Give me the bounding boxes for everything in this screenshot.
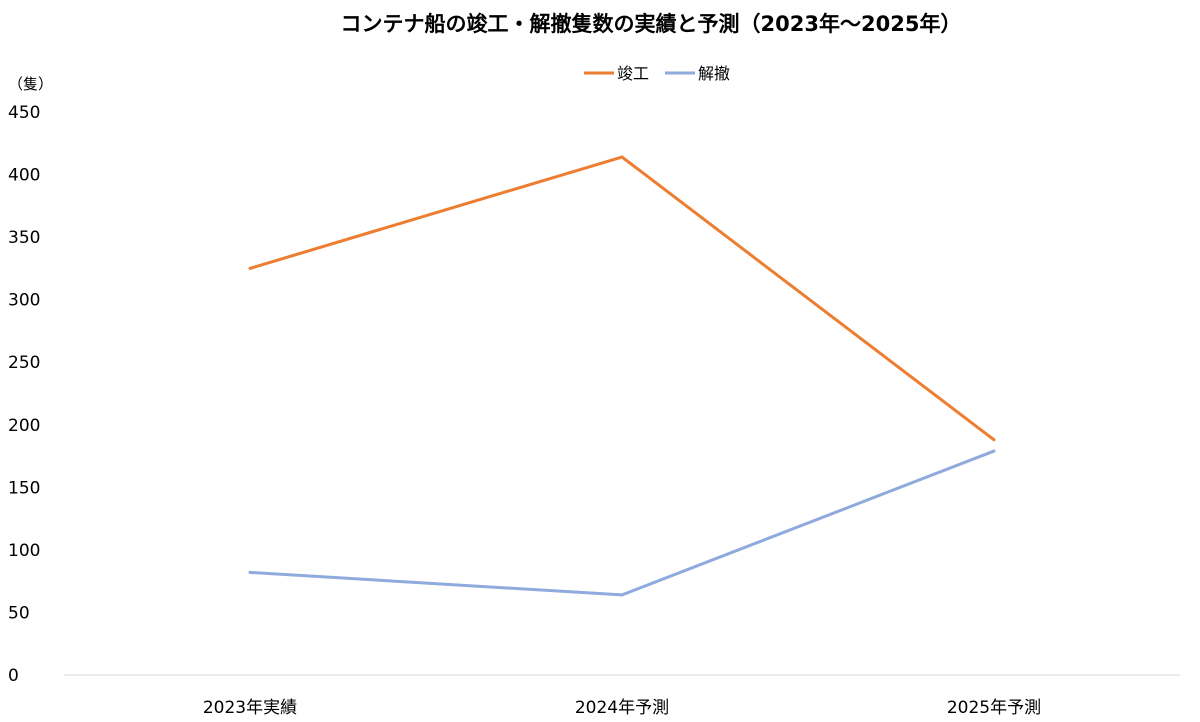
- x-tick-label: 2025年予測: [947, 698, 1041, 718]
- y-tick-label: 200: [8, 416, 40, 436]
- x-tick-label: 2023年実績: [203, 698, 297, 718]
- y-tick-label: 350: [8, 228, 40, 248]
- legend-label: 解撤: [698, 64, 730, 83]
- data-point: [248, 570, 252, 574]
- y-tick-label: 100: [8, 541, 40, 561]
- y-tick-label: 150: [8, 478, 40, 498]
- y-tick-label: 450: [8, 103, 40, 123]
- chart-title: コンテナ船の竣工・解撤隻数の実績と予測（2023年～2025年）: [341, 12, 962, 36]
- y-tick-label: 300: [8, 291, 40, 311]
- x-tick-label: 2024年予測: [575, 698, 669, 718]
- y-tick-label: 250: [8, 353, 40, 373]
- data-point: [620, 593, 624, 597]
- series-line-1: [249, 155, 995, 441]
- legend-label: 竣工: [617, 64, 649, 83]
- y-axis-unit-label: （隻）: [8, 75, 53, 93]
- x-axis-ticks: 2023年実績 2024年予測 2025年予測: [203, 698, 1041, 718]
- y-tick-label: 400: [8, 166, 40, 186]
- data-point: [620, 155, 624, 159]
- series-line-2: [249, 449, 995, 597]
- legend: 竣工 解撤: [584, 64, 730, 83]
- series-lines: [248, 155, 996, 597]
- y-axis-ticks: 0 50 100 150 200 250 300 350 400 450: [8, 103, 40, 686]
- y-tick-label: 0: [8, 666, 19, 686]
- data-point: [248, 266, 252, 270]
- y-tick-label: 50: [8, 603, 30, 623]
- data-point: [992, 449, 996, 453]
- data-point: [992, 438, 996, 442]
